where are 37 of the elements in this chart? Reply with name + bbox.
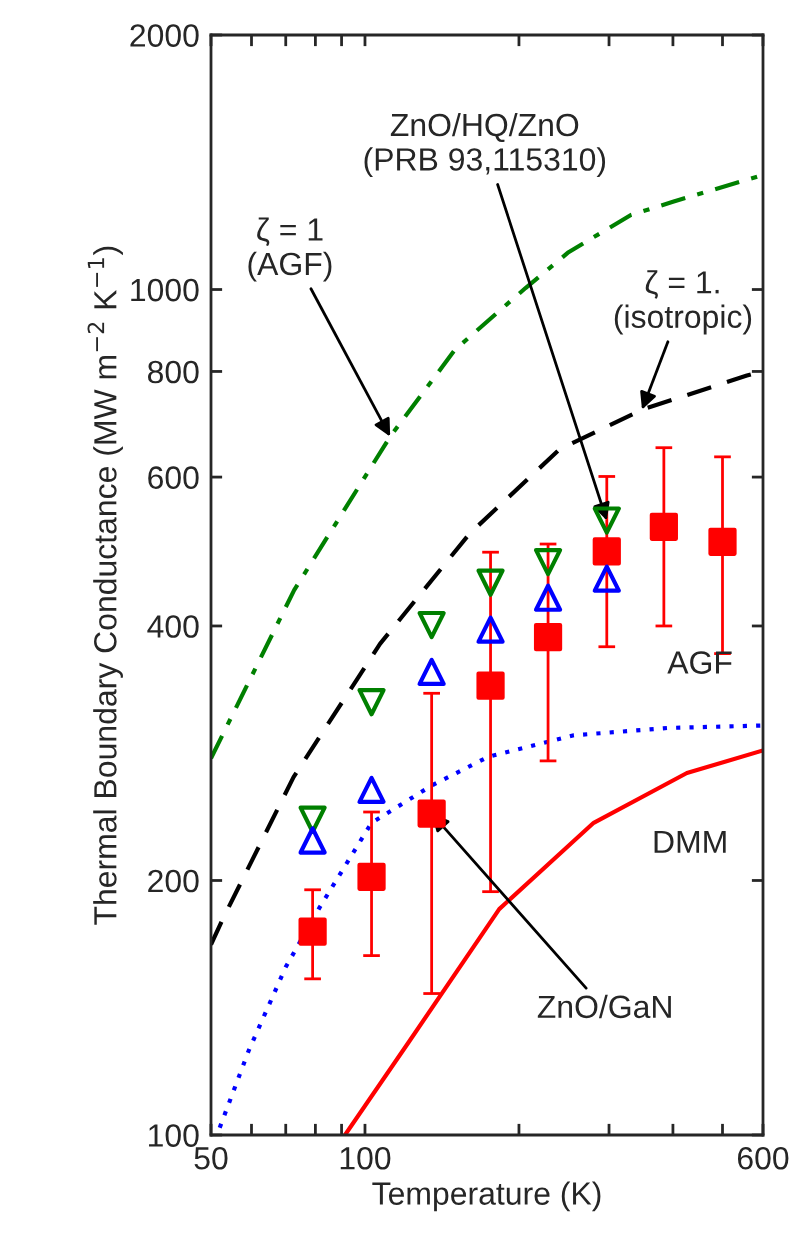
annotation: ζ = 1. (isotropic) <box>614 270 752 335</box>
point <box>357 862 386 891</box>
point <box>357 775 386 804</box>
point <box>649 512 678 541</box>
y-tick-label: 800 <box>147 360 199 384</box>
y-tick-label: 100 <box>149 1124 199 1147</box>
point <box>533 583 563 612</box>
point <box>533 623 563 652</box>
point <box>417 799 446 828</box>
annotation: ζ = 1 (AGF) <box>248 217 332 282</box>
point <box>476 671 505 700</box>
point <box>298 917 327 946</box>
y-tick-label: 2000 <box>130 24 199 47</box>
point <box>417 610 446 640</box>
point <box>592 537 621 566</box>
x-tick-label: 100 <box>340 1146 391 1170</box>
y-tick-label: 400 <box>147 615 199 638</box>
point <box>298 826 327 855</box>
annotation: ZnO/HQ/ZnO (PRB 93,115310) <box>364 112 606 178</box>
point <box>357 688 386 717</box>
y-axis-title: Thermal Boundary Conductance (MW m$^{−2}$ K$^{−1}$) <box>87 246 123 925</box>
annotation: ZnO/GaN <box>537 994 671 1019</box>
point <box>476 568 505 597</box>
point <box>592 506 621 535</box>
annotation: AGF <box>667 651 732 674</box>
y-tick-label: 200 <box>148 869 199 893</box>
point <box>417 657 446 686</box>
point <box>708 527 737 556</box>
x-tick-label: 600 <box>737 1146 789 1170</box>
y-tick-label: 1000 <box>131 278 199 302</box>
point <box>533 547 563 577</box>
y-tick-label: 600 <box>148 466 199 489</box>
x-axis-title: Temperature (K) <box>372 1181 601 1212</box>
point <box>476 615 505 644</box>
x-tick-label: 50 <box>194 1146 228 1170</box>
annotation: DMM <box>654 830 726 853</box>
point <box>592 564 621 593</box>
